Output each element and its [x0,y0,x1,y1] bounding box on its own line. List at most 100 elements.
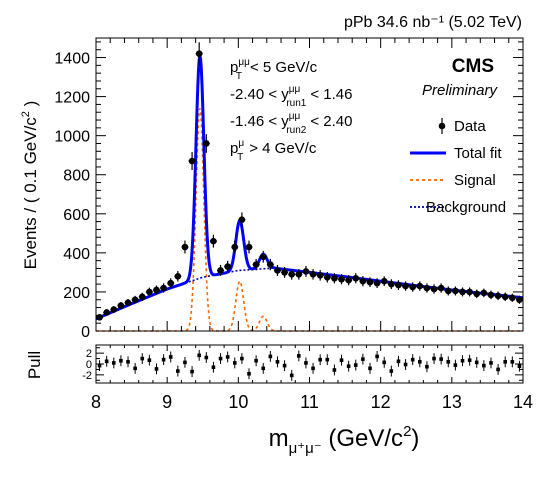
data-point [501,292,509,302]
pull-point-marker [247,371,251,376]
data-point [430,284,438,294]
data-point-marker [231,243,239,251]
data-point-marker [138,293,146,301]
pull-point [325,354,330,366]
status-label: Preliminary [422,82,499,99]
x-tick-label: 11 [300,392,319,412]
data-point [160,283,168,293]
x-tick-label: 12 [371,392,391,412]
data-point [167,278,175,289]
y-tick-label: 400 [63,246,90,263]
pull-point-marker [268,354,273,359]
pull-point-marker [190,369,194,374]
pull-point-marker [176,369,180,373]
pull-point-marker [140,356,145,361]
pull-point [410,354,415,366]
data-point [245,240,253,254]
data-point [266,258,274,271]
pull-point [126,356,130,368]
data-point [373,278,381,289]
pull-point [161,354,166,366]
y-tick-label: 1200 [54,90,90,107]
data-point-marker [274,267,281,274]
data-point-marker [373,279,381,287]
pull-point-marker [361,357,365,361]
data-point-marker [224,263,231,270]
pull-point [489,357,493,369]
pull-point-marker [225,355,230,359]
pull-point-marker [353,363,358,367]
pull-point-marker [346,364,351,368]
pull-point-marker [154,367,159,371]
data-point-marker [444,287,452,295]
cut-annotations: pμμ T< 5 GeV/c -2.40 < yμμ run1< 1.46 -1.4… [230,57,352,163]
pull-point-marker [474,360,479,365]
legend-total-fit-label: Total fit [454,145,502,162]
data-point-marker [345,276,352,284]
data-point [209,234,217,248]
pull-point-marker [368,366,372,371]
pull-point [318,354,322,366]
pull-point-marker [439,357,443,361]
data-point [352,273,360,284]
data-point [345,275,353,286]
pull-point [432,353,436,364]
pull-point [275,356,280,368]
data-point [416,281,424,291]
data-point-marker [153,286,160,294]
cut-line-3: -1.46 < yμμ run2< 2.40 [230,111,352,136]
pull-point [474,356,479,368]
pull-point [297,350,301,362]
data-point-marker [509,294,516,302]
data-point-marker [395,281,402,289]
pull-point [304,357,308,369]
data-point [124,298,132,307]
data-point-marker [167,279,175,287]
data-point-marker [302,268,310,275]
y-tick-label: 600 [63,207,90,224]
pull-point [453,359,458,371]
pull-point [418,356,422,368]
data-point [380,276,388,287]
data-point-marker [402,282,409,290]
legend-data-marker [438,122,446,130]
pull-point [396,355,401,367]
data-point-marker [473,290,481,298]
data-point-marker [352,274,360,282]
data-point-marker [267,261,274,268]
data-point-marker [103,309,110,316]
pull-point [503,356,508,368]
legend-entry-background: Background [410,199,506,216]
pull-point-marker [126,360,130,364]
pull-point [339,354,344,366]
data-point [174,271,182,282]
data-point-marker [316,272,324,279]
data-point-marker [288,271,296,278]
pull-point [353,359,358,371]
pull-point [225,351,230,363]
pull-point-marker [489,361,493,365]
data-point-marker [295,271,303,278]
cut-line-4: pμ T> 4 GeV/c [230,138,317,163]
pull-point-marker [168,355,173,359]
pull-point [375,350,379,362]
data-point [366,277,374,288]
legend-entry-signal: Signal [410,172,496,189]
pull-point [446,356,451,368]
pull-point [211,361,216,373]
pull-point [517,360,522,372]
data-point-marker [131,296,139,304]
pull-point-marker [289,373,294,378]
pull-point-marker [211,365,216,370]
data-point [238,212,246,227]
x-tick-label: 13 [442,392,462,412]
data-point [394,280,402,290]
data-point [117,302,125,310]
legend-entry-total-fit: Total fit [410,145,502,162]
data-point-marker [323,273,331,281]
data-point [138,292,146,301]
data-point [338,274,346,285]
pull-point [482,360,486,372]
data-point [217,264,225,276]
pull-tick-label: 0 [86,359,92,371]
